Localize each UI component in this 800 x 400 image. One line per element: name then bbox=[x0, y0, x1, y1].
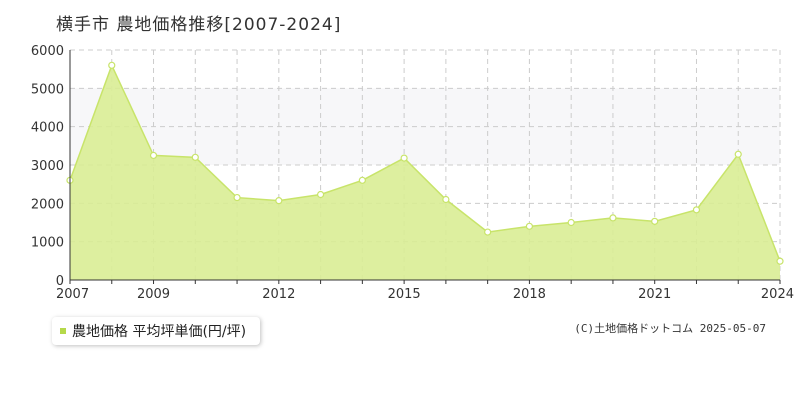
data-point-2023 bbox=[734, 150, 742, 158]
data-point-2022 bbox=[692, 206, 701, 214]
y-axis-tick-labels: 0 1000 2000 3000 4000 5000 6000 bbox=[31, 44, 64, 289]
data-point-2021 bbox=[651, 217, 659, 225]
data-point-2013 bbox=[316, 190, 325, 199]
data-point-2015 bbox=[400, 154, 408, 162]
y-tick-label-4000: 4000 bbox=[31, 121, 64, 136]
chart-title: 横手市 農地価格推移[2007-2024] bbox=[56, 15, 342, 35]
y-tick-label-0: 0 bbox=[56, 274, 64, 289]
x-axis-tick-labels: 2007 2009 2012 2015 2018 2021 2024 bbox=[56, 287, 794, 302]
data-point-2024 bbox=[776, 257, 784, 265]
data-point-2010 bbox=[191, 153, 199, 161]
legend-marker-icon bbox=[60, 328, 66, 334]
y-tick-label-5000: 5000 bbox=[31, 82, 64, 97]
y-tick-label-1000: 1000 bbox=[31, 236, 64, 251]
data-point-2011 bbox=[233, 193, 241, 202]
price-line bbox=[69, 63, 781, 262]
y-tick-label-3000: 3000 bbox=[31, 159, 64, 174]
data-point-2012 bbox=[275, 197, 283, 205]
x-tick-label-2009: 2009 bbox=[137, 287, 170, 302]
legend-label: 農地価格 平均坪単価(円/坪) bbox=[72, 324, 247, 340]
data-point-2009 bbox=[149, 151, 158, 160]
x-tick-label-2021: 2021 bbox=[638, 287, 671, 302]
data-point-2008 bbox=[108, 61, 116, 69]
data-point-2018 bbox=[525, 222, 534, 230]
data-point-2017 bbox=[484, 228, 492, 236]
data-point-2016 bbox=[442, 195, 450, 204]
copyright: (C)土地価格ドットコム 2025-05-07 bbox=[574, 322, 766, 335]
data-point-2020 bbox=[609, 214, 617, 222]
x-tick-label-2015: 2015 bbox=[388, 287, 421, 302]
axes bbox=[69, 50, 781, 284]
data-point-2014 bbox=[358, 176, 366, 184]
y-tick-label-6000: 6000 bbox=[31, 44, 64, 59]
x-tick-label-2007: 2007 bbox=[56, 287, 89, 302]
x-tick-label-2024: 2024 bbox=[761, 287, 794, 302]
data-point-2019 bbox=[567, 218, 575, 227]
y-tick-label-2000: 2000 bbox=[31, 197, 64, 212]
x-tick-label-2018: 2018 bbox=[513, 287, 546, 302]
legend: 農地価格 平均坪単価(円/坪) bbox=[52, 317, 261, 345]
price-area bbox=[70, 65, 780, 280]
x-tick-label-2012: 2012 bbox=[262, 287, 295, 302]
